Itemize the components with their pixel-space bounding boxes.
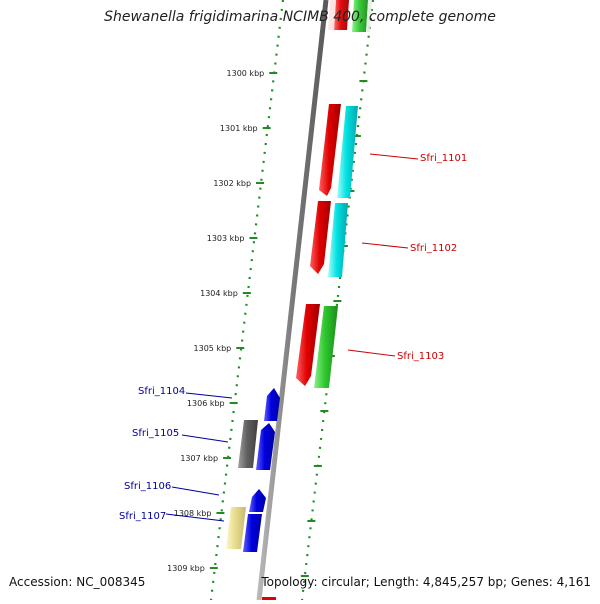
gene-sfri-1105[interactable]: Sfri_1105 <box>132 420 275 470</box>
gene-arrow[interactable] <box>310 201 331 274</box>
gene-sfri-1101[interactable]: Sfri_1101 <box>319 104 467 198</box>
feature-top-pale <box>328 0 336 30</box>
genome-summary-text: Topology: circular; Length: 4,845,257 bp… <box>261 575 591 589</box>
gene-label[interactable]: Sfri_1106 <box>124 481 171 492</box>
genome-backbone <box>256 0 329 601</box>
tick-label: 1306 kbp <box>187 399 225 408</box>
gene-label-leader <box>165 513 225 522</box>
gene-label-leader <box>361 242 409 249</box>
cog-box[interactable] <box>314 306 338 388</box>
cog-box[interactable] <box>226 507 246 549</box>
tick-label: 1308 kbp <box>174 509 212 518</box>
cog-box[interactable] <box>328 203 348 277</box>
tick-label: 1309 kbp <box>167 564 205 573</box>
feature-top-red <box>334 0 349 30</box>
gene-label-leader <box>185 392 233 399</box>
gene-label[interactable]: Sfri_1103 <box>397 351 444 362</box>
inner-dotted-ring <box>209 0 285 601</box>
tick-label: 1300 kbp <box>227 69 265 78</box>
accession-text: Accession: NC_008345 <box>9 575 146 589</box>
tick-label: 1302 kbp <box>213 179 251 188</box>
gene-label-leader <box>171 486 220 496</box>
tick-label: 1304 kbp <box>200 289 238 298</box>
gene-label-leader <box>181 434 229 443</box>
cog-box[interactable] <box>337 106 358 198</box>
tick-label: 1305 kbp <box>194 344 232 353</box>
tick-label: 1307 kbp <box>180 454 218 463</box>
gene-arrow[interactable] <box>296 304 320 386</box>
gene-label[interactable]: Sfri_1101 <box>420 153 467 164</box>
cog-box[interactable] <box>238 420 258 468</box>
gene-arrow[interactable] <box>319 104 341 196</box>
gene-sfri-1106[interactable]: Sfri_1106 <box>124 481 266 512</box>
gene-sfri-1103[interactable]: Sfri_1103 <box>296 304 444 388</box>
gene-label[interactable]: Sfri_1104 <box>138 386 185 397</box>
feature-bottom-red <box>262 597 276 600</box>
gene-sfri-1102[interactable]: Sfri_1102 <box>310 201 457 277</box>
gene-label[interactable]: Sfri_1102 <box>410 243 457 254</box>
feature-top-green <box>352 0 368 32</box>
tick-label: 1301 kbp <box>220 124 258 133</box>
outer-dotted-ring <box>300 0 375 601</box>
gene-arrow[interactable] <box>264 388 280 421</box>
gene-arrow[interactable] <box>256 423 275 470</box>
gene-label-leader <box>347 349 396 357</box>
gene-label-leader <box>369 153 419 160</box>
gene-arrow[interactable] <box>243 514 262 552</box>
map-title: Shewanella frigidimarina NCIMB 400, comp… <box>104 9 496 25</box>
tick-label: 1303 kbp <box>207 234 245 243</box>
gene-arrow[interactable] <box>249 489 266 512</box>
gene-sfri-1104[interactable]: Sfri_1104 <box>138 386 280 421</box>
gene-sfri-1107[interactable]: Sfri_1107 <box>119 507 262 552</box>
feature-top-pale-green <box>366 0 372 32</box>
gene-label[interactable]: Sfri_1107 <box>119 511 166 522</box>
gene-label[interactable]: Sfri_1105 <box>132 428 179 439</box>
